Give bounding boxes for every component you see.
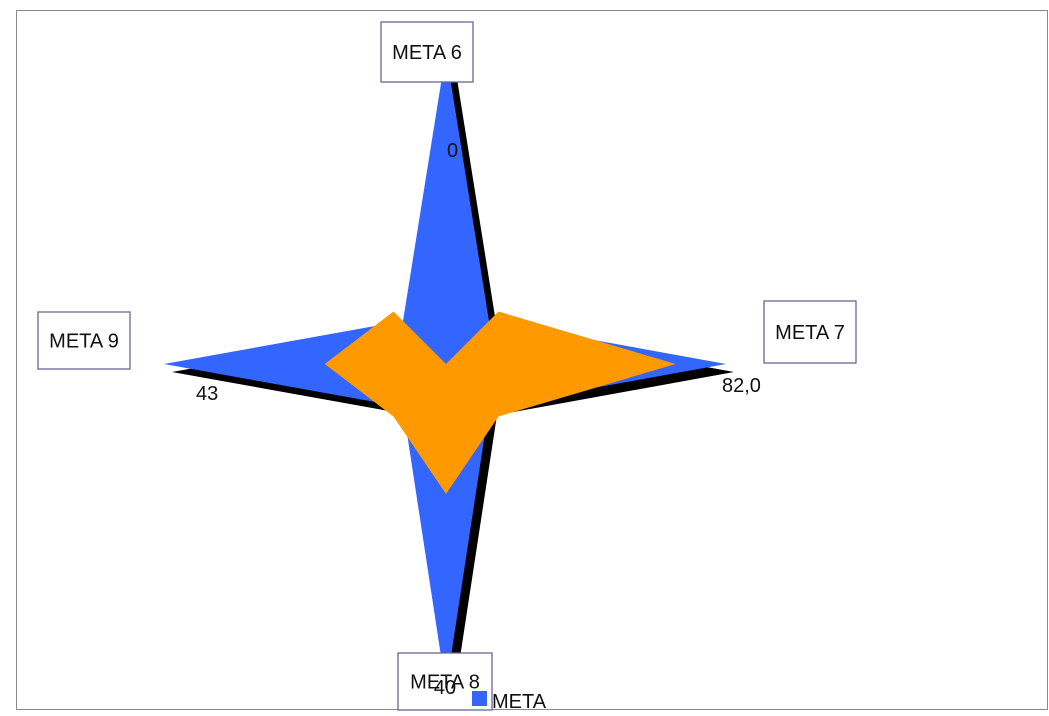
data-label-meta-7: 82,0 bbox=[722, 375, 761, 397]
data-label-meta-8: 40 bbox=[434, 677, 456, 699]
axis-label-text: META 7 bbox=[775, 322, 845, 344]
legend-swatch bbox=[472, 691, 487, 706]
data-labels: 0 82,0 40 43 bbox=[196, 140, 761, 699]
data-label-meta-6: 0 bbox=[447, 140, 458, 162]
axis-label-text: META 8 bbox=[410, 672, 480, 694]
axis-label-text: META 6 bbox=[392, 42, 462, 64]
axis-label-box bbox=[37, 311, 131, 370]
axis-label-meta-9: META 9 bbox=[37, 311, 131, 370]
axis-labels: META 6 META 7 META 8 META 9 bbox=[37, 21, 857, 711]
axis-label-meta-6: META 6 bbox=[380, 21, 474, 83]
axis-label-meta-7: META 7 bbox=[763, 300, 857, 364]
series-layer bbox=[164, 52, 726, 689]
axis-label-box bbox=[380, 21, 474, 83]
legend: META bbox=[472, 691, 547, 713]
axis-label-text: META 9 bbox=[49, 331, 119, 353]
axis-label-box bbox=[763, 300, 857, 364]
chart-frame bbox=[16, 10, 1048, 710]
series-actual-area bbox=[324, 311, 676, 494]
legend-entry-meta: META bbox=[492, 691, 547, 713]
data-label-meta-9: 43 bbox=[196, 383, 218, 405]
